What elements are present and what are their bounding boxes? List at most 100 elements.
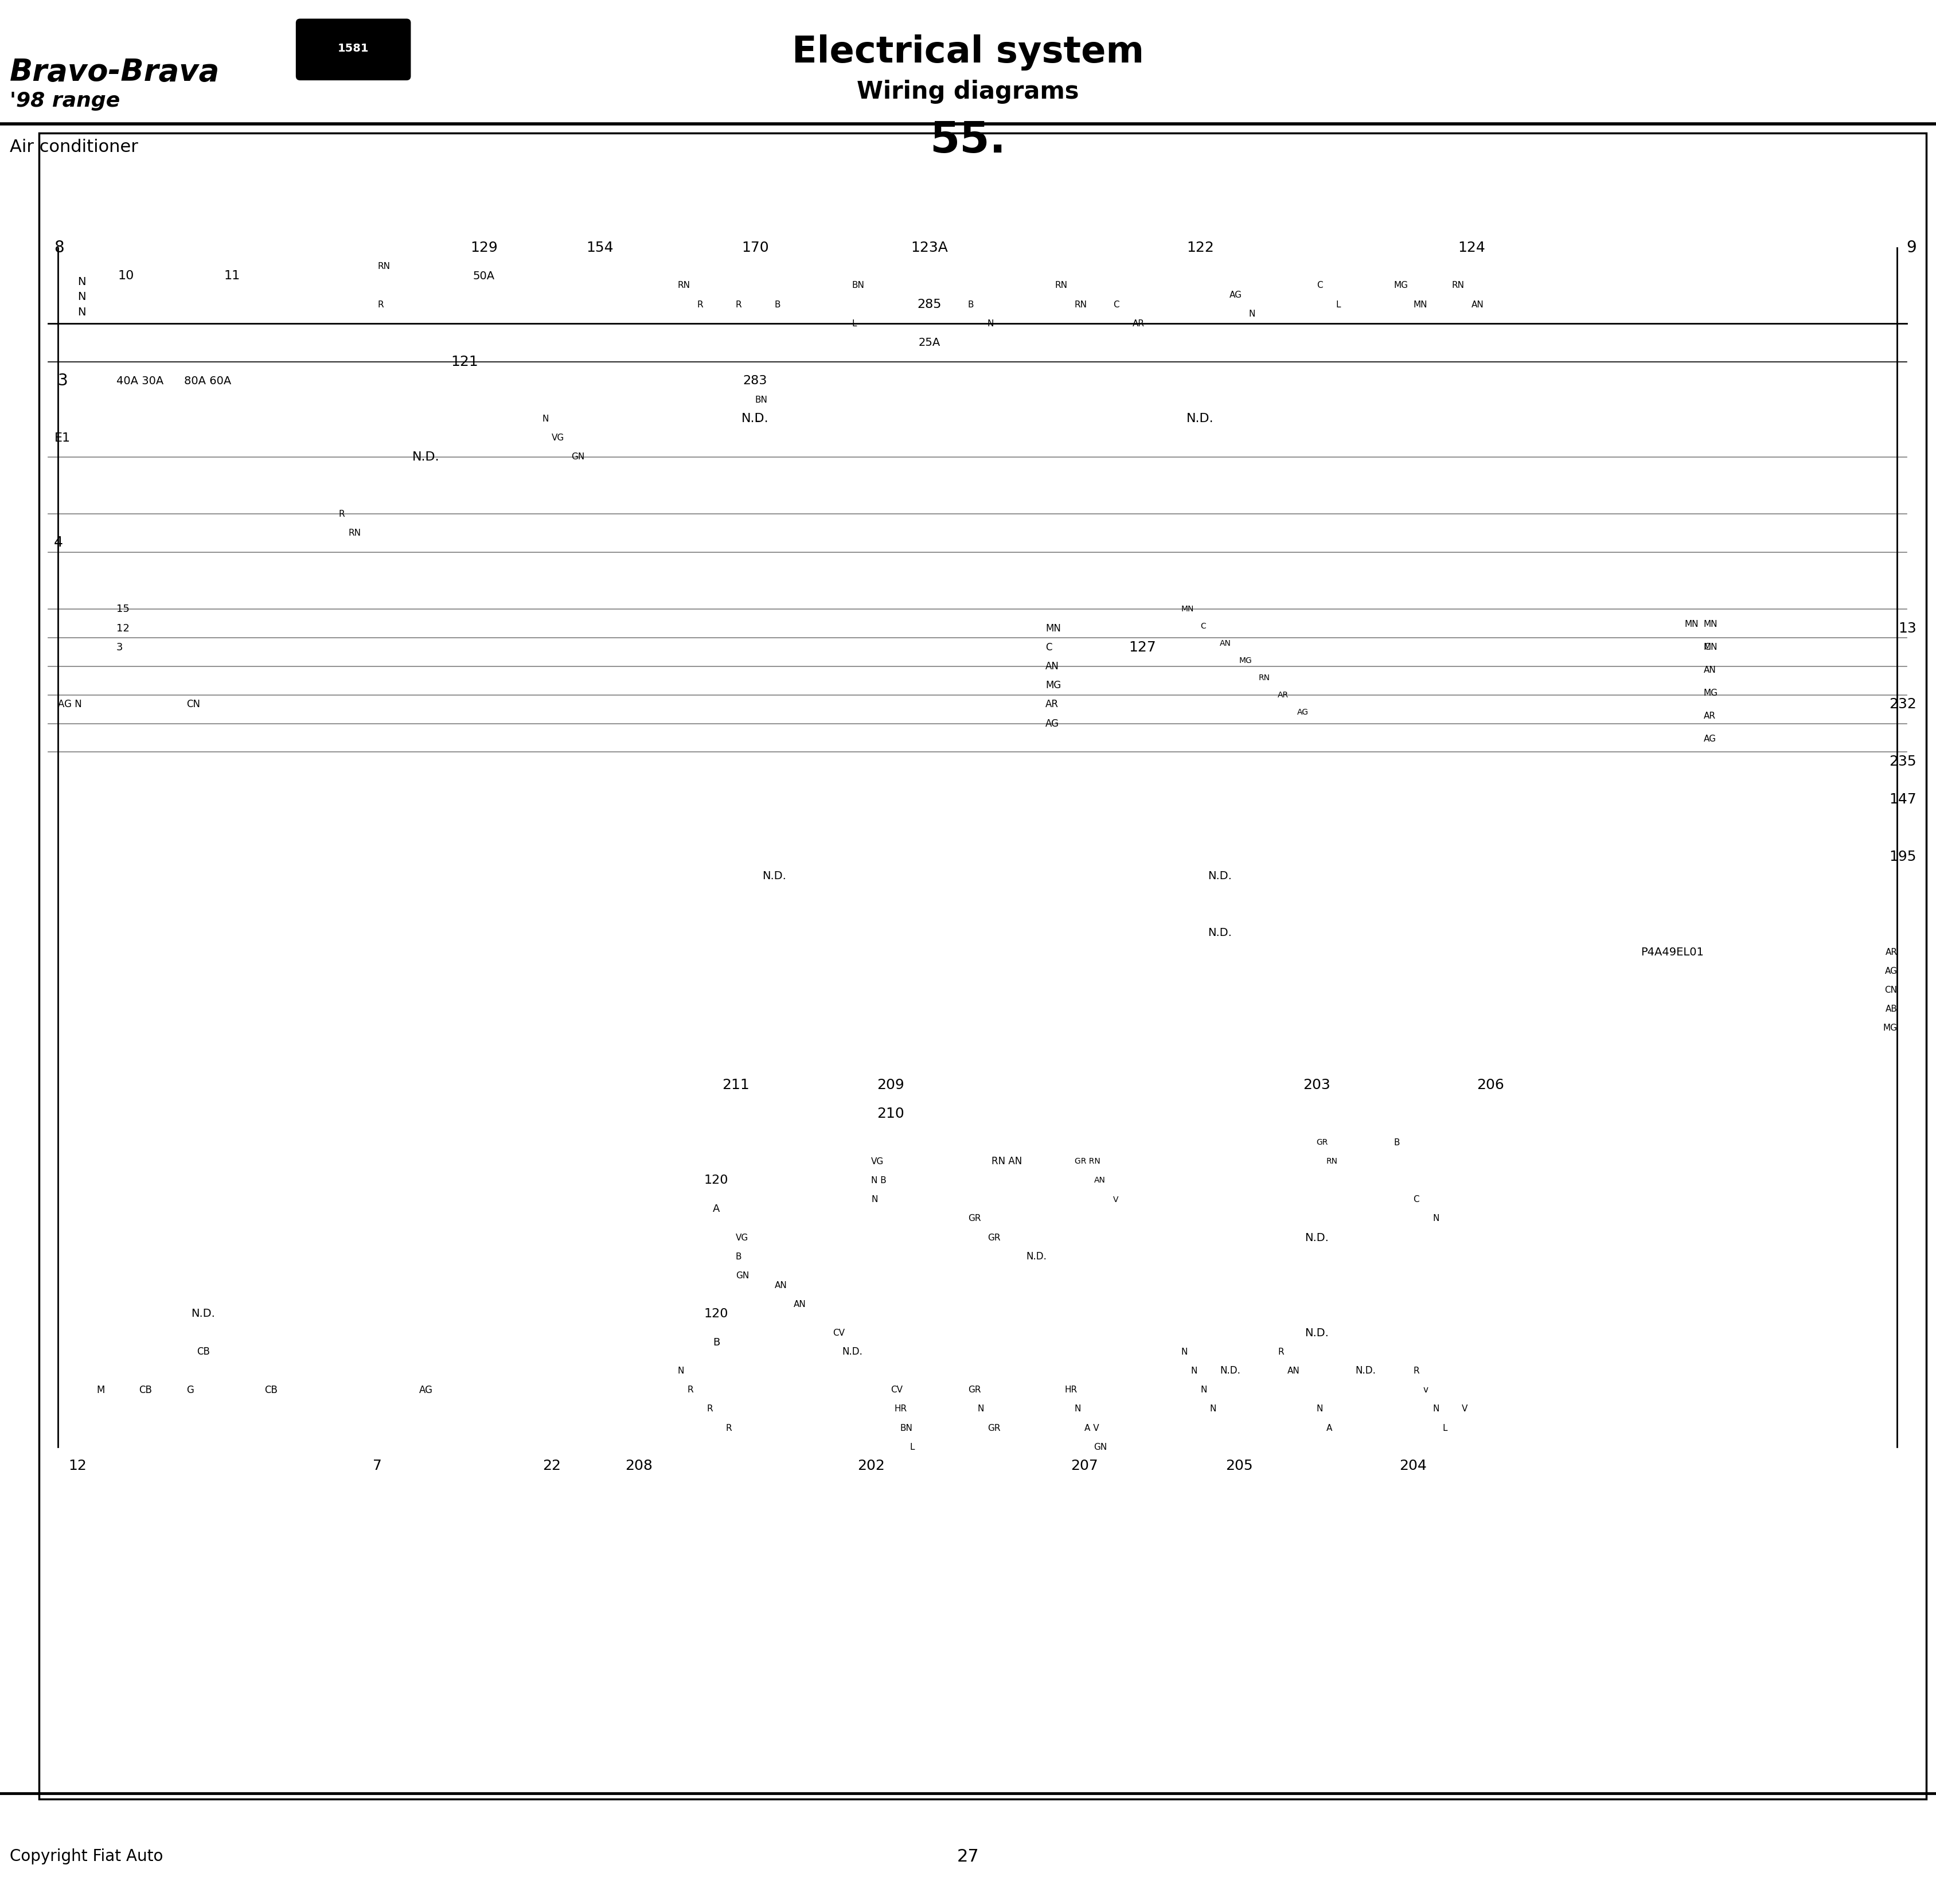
Text: 25A: 25A (918, 337, 941, 348)
Text: B: B (774, 301, 780, 308)
Text: N.D.: N.D. (1187, 413, 1214, 425)
Text: AN: AN (794, 1300, 805, 1308)
Text: AG: AG (1045, 718, 1059, 729)
Text: Bravo-Brava: Bravo-Brava (10, 57, 219, 88)
Text: N.D.: N.D. (842, 1346, 863, 1358)
Text: Air conditioner: Air conditioner (10, 139, 137, 156)
Text: 235: 235 (1890, 754, 1917, 769)
Text: v: v (1423, 1386, 1429, 1394)
Text: 120: 120 (705, 1175, 728, 1186)
Text: 27: 27 (956, 1849, 980, 1864)
Text: B: B (968, 301, 974, 308)
Text: VG: VG (736, 1234, 749, 1241)
Text: R: R (339, 510, 345, 518)
Text: 208: 208 (625, 1458, 652, 1474)
Text: 120: 120 (705, 1308, 728, 1319)
Text: L: L (1336, 301, 1342, 308)
Text: AN: AN (1287, 1367, 1299, 1375)
Text: CB: CB (139, 1384, 151, 1396)
Text: 207: 207 (1071, 1458, 1098, 1474)
Text: N.D.: N.D. (1208, 870, 1231, 882)
Text: L: L (755, 415, 761, 423)
Text: R: R (736, 301, 741, 308)
Text: N B: N B (871, 1177, 887, 1184)
Text: N: N (77, 291, 85, 303)
Text: 204: 204 (1400, 1458, 1427, 1474)
Text: AR: AR (1704, 712, 1715, 720)
Text: 11: 11 (225, 270, 240, 282)
Text: MN: MN (1704, 644, 1717, 651)
Text: N: N (77, 307, 85, 318)
Text: AN: AN (1471, 301, 1483, 308)
Text: AR: AR (1278, 691, 1289, 699)
Text: G: G (186, 1384, 194, 1396)
Text: C: C (1113, 301, 1119, 308)
Text: 40A 30A: 40A 30A (116, 375, 163, 387)
Text: 121: 121 (451, 354, 478, 369)
Text: RN: RN (1074, 301, 1088, 308)
Text: GN: GN (1094, 1443, 1107, 1451)
Text: 8: 8 (54, 240, 64, 255)
Text: B: B (712, 1337, 720, 1348)
Text: RN: RN (1326, 1158, 1338, 1165)
Text: N: N (1316, 1405, 1322, 1413)
Text: M: M (97, 1384, 105, 1396)
Text: RN: RN (1055, 282, 1069, 289)
Text: N.D.: N.D. (1355, 1365, 1376, 1377)
Text: MG: MG (1704, 689, 1717, 697)
Text: 285: 285 (918, 299, 941, 310)
Text: AB: AB (1886, 1005, 1897, 1013)
Text: A: A (712, 1203, 720, 1215)
Text: R: R (697, 301, 703, 308)
Text: 205: 205 (1225, 1458, 1253, 1474)
Text: 154: 154 (587, 240, 614, 255)
Text: MG: MG (1884, 1024, 1897, 1032)
Text: B: B (1394, 1139, 1400, 1146)
Text: 80A 60A: 80A 60A (184, 375, 230, 387)
Text: N.D.: N.D. (192, 1308, 215, 1319)
Text: RN: RN (348, 529, 362, 537)
Text: 129: 129 (470, 240, 498, 255)
Text: GR RN: GR RN (1074, 1158, 1100, 1165)
Text: AG: AG (1884, 967, 1897, 975)
Text: N.D.: N.D. (1208, 927, 1231, 939)
Text: MN: MN (1181, 605, 1195, 613)
Text: E1: E1 (54, 432, 70, 444)
Text: A V: A V (1084, 1424, 1100, 1432)
Text: N: N (1249, 310, 1255, 318)
Text: BN: BN (755, 396, 767, 404)
Text: 55.: 55. (929, 120, 1007, 162)
Text: C: C (1704, 644, 1709, 651)
Text: RN: RN (378, 263, 391, 270)
Text: N: N (542, 415, 548, 423)
Text: GR: GR (968, 1215, 982, 1222)
Text: 202: 202 (858, 1458, 885, 1474)
Text: R: R (726, 1424, 732, 1432)
Text: R: R (378, 301, 383, 308)
Text: AG N: AG N (58, 699, 81, 710)
FancyBboxPatch shape (296, 19, 410, 80)
Text: GR: GR (968, 1386, 982, 1394)
Text: R: R (687, 1386, 693, 1394)
Text: BN: BN (852, 282, 863, 289)
Text: R: R (1413, 1367, 1419, 1375)
Text: 127: 127 (1129, 640, 1156, 655)
Text: N.D.: N.D. (1305, 1327, 1328, 1339)
Text: AN: AN (1704, 666, 1715, 674)
Text: N: N (1181, 1348, 1187, 1356)
Text: N: N (1433, 1215, 1438, 1222)
Text: 170: 170 (741, 240, 769, 255)
Text: 203: 203 (1303, 1078, 1330, 1093)
Text: B: B (736, 1253, 741, 1260)
Text: MN: MN (1413, 301, 1427, 308)
Text: 13: 13 (1899, 621, 1917, 636)
Text: Electrical system: Electrical system (792, 34, 1144, 70)
Text: R: R (707, 1405, 712, 1413)
Text: GR: GR (1316, 1139, 1328, 1146)
Text: 50A: 50A (472, 270, 496, 282)
Text: N.D.: N.D. (1026, 1251, 1047, 1262)
Text: RN: RN (1258, 674, 1270, 682)
Text: CB: CB (197, 1346, 209, 1358)
Text: L: L (852, 320, 858, 327)
Text: 9: 9 (1907, 240, 1917, 255)
